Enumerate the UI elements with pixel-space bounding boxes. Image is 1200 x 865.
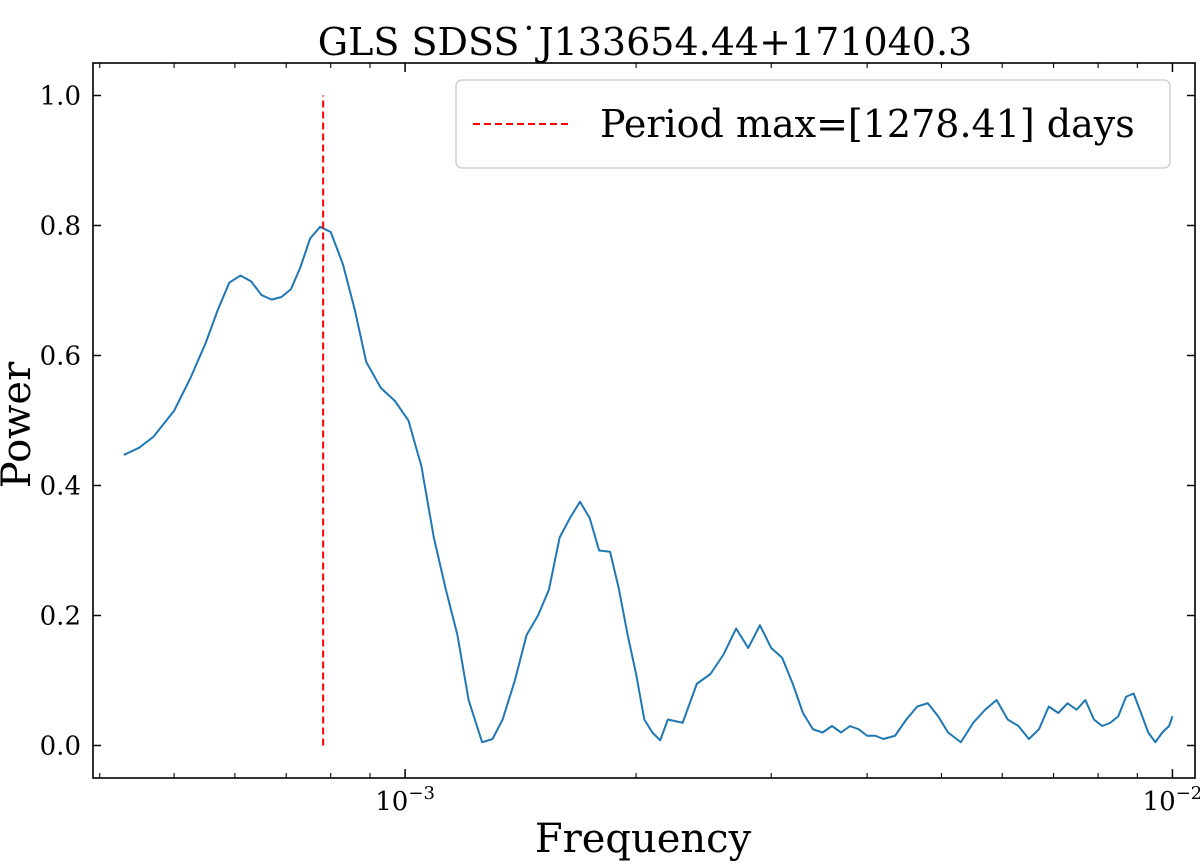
- plot-frame: [92, 62, 1196, 779]
- x-tick-label: 10−2: [1143, 783, 1200, 817]
- y-tick-label: 0.6: [40, 342, 81, 372]
- legend: Period max=[1278.41] days: [455, 79, 1171, 169]
- x-axis-title: Frequency: [535, 816, 752, 862]
- legend-label-period-max: Period max=[1278.41] days: [600, 102, 1135, 146]
- y-tick-label: 0.2: [40, 602, 81, 632]
- y-axis-title: Power: [0, 361, 40, 488]
- power-spectrum-line: [123, 225, 1174, 744]
- y-axis-ticks: 0.0 0.2 0.4 0.6 0.8 1.0: [40, 82, 1195, 762]
- y-tick-label: 0.8: [40, 212, 81, 242]
- chart-title: GLS SDSS˙J133654.44+171040.3: [318, 20, 972, 64]
- series-layer: [123, 95, 1174, 746]
- y-tick-label: 0.0: [40, 732, 81, 762]
- y-tick-label: 1.0: [40, 82, 81, 112]
- x-axis-ticks: 10−3 10−2: [99, 63, 1200, 817]
- x-tick-label: 10−3: [375, 783, 435, 817]
- legend-box: [455, 79, 1171, 169]
- y-tick-label: 0.4: [40, 472, 81, 502]
